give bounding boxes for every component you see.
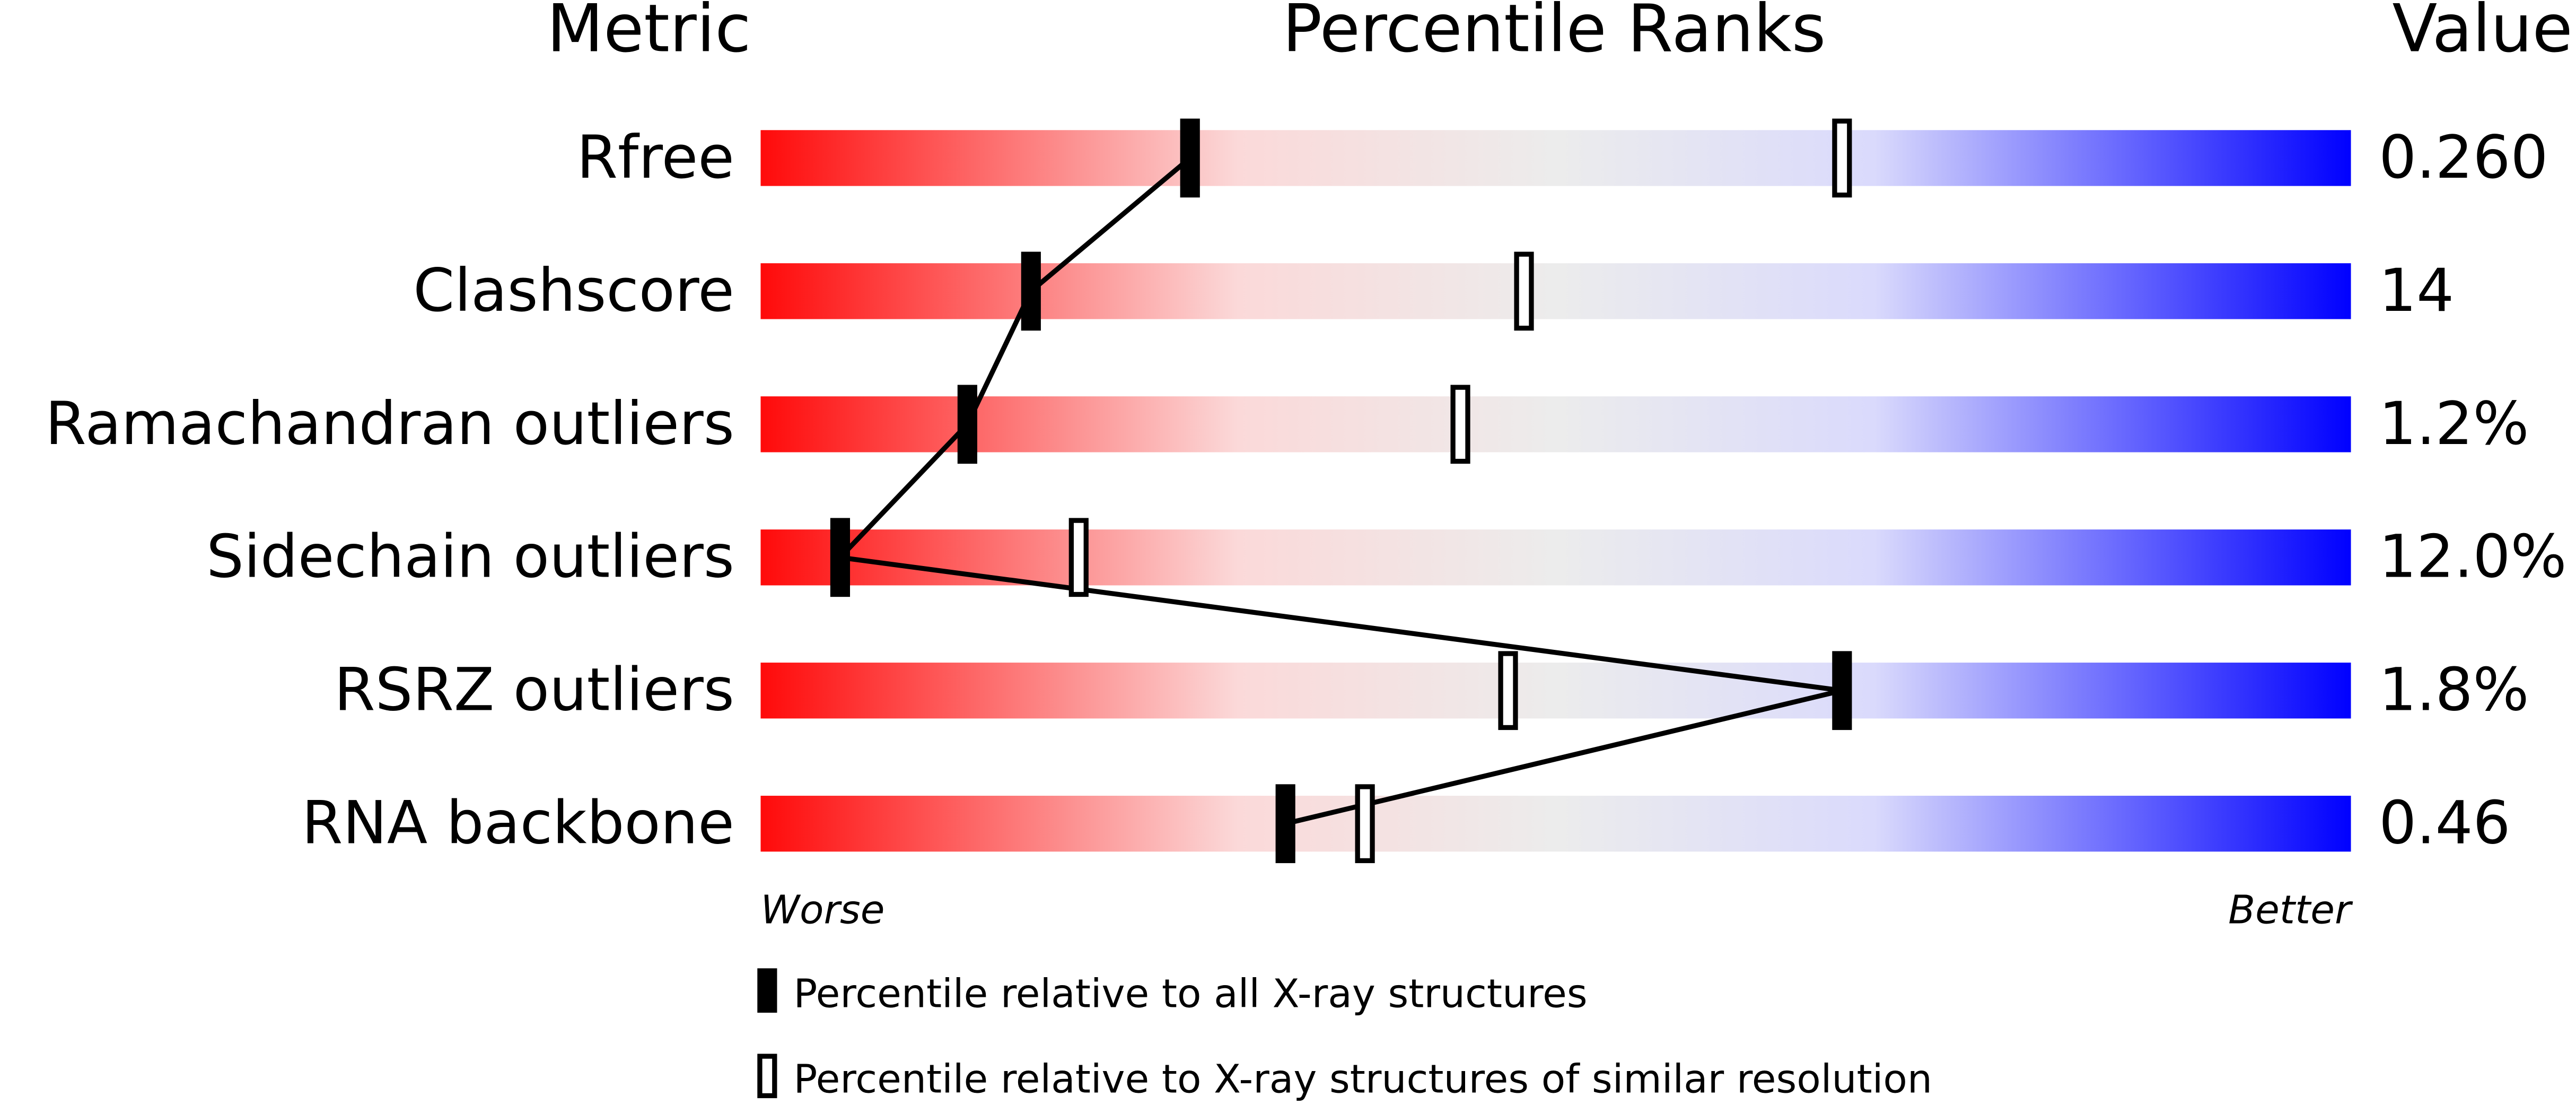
worse-label: Worse: [760, 887, 884, 933]
similar-resolution-marker: [1514, 251, 1534, 331]
all-structures-marker: [1180, 118, 1200, 198]
percentile-bar: [760, 130, 2351, 186]
metric-value: 0.260: [2379, 123, 2548, 192]
connector-line: [835, 156, 1843, 826]
metric-value: 0.46: [2379, 789, 2510, 858]
legend-label: Percentile relative to X-ray structures …: [793, 1056, 1932, 1102]
all-structures-marker: [830, 518, 851, 597]
metric-value: 1.8%: [2379, 656, 2529, 725]
similar-resolution-marker: [1355, 784, 1375, 864]
all-structures-marker: [957, 385, 977, 464]
all-structures-marker: [1832, 651, 1852, 730]
metric-value: 1.2%: [2379, 389, 2529, 458]
metric-label: RSRZ outliers: [334, 656, 734, 725]
metric-label: Rfree: [577, 123, 734, 192]
all-structures-marker: [1021, 251, 1041, 331]
similar-resolution-marker: [1450, 385, 1470, 464]
percentile-bar: [760, 796, 2351, 852]
metric-label: Ramachandran outliers: [45, 389, 734, 458]
metric-label: Clashscore: [413, 256, 734, 325]
similar-resolution-marker: [1068, 518, 1089, 597]
percentile-bar: [760, 396, 2351, 453]
legend-marker: [757, 968, 777, 1013]
percentile-bar: [760, 263, 2351, 319]
better-label: Better: [2228, 887, 2353, 933]
chart-title: Percentile Ranks: [1282, 0, 1826, 67]
percentile-bar: [760, 529, 2351, 586]
metric-header: Metric: [547, 0, 751, 67]
all-structures-marker: [1275, 784, 1295, 864]
percentile-bar: [760, 663, 2351, 719]
metric-value: 14: [2379, 256, 2454, 325]
legend-marker: [757, 1054, 777, 1099]
value-header: Value: [2393, 0, 2573, 67]
metric-label: RNA backbone: [302, 789, 734, 858]
similar-resolution-marker: [1498, 651, 1518, 730]
metric-label: Sidechain outliers: [206, 523, 734, 591]
legend-label: Percentile relative to all X-ray structu…: [793, 971, 1587, 1017]
similar-resolution-marker: [1832, 118, 1852, 198]
metric-value: 12.0%: [2379, 523, 2566, 591]
